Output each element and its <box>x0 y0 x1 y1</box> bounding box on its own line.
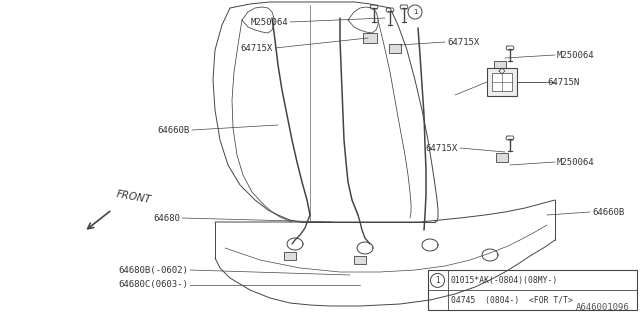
Text: 1: 1 <box>435 276 440 285</box>
Text: 64680: 64680 <box>153 213 180 222</box>
Bar <box>363 33 377 43</box>
Text: 04745  (0804-)  <FOR T/T>: 04745 (0804-) <FOR T/T> <box>451 296 572 305</box>
Bar <box>494 61 506 70</box>
Bar <box>354 256 366 264</box>
Bar <box>428 270 637 310</box>
Text: M250064: M250064 <box>250 18 288 27</box>
Text: 64660B: 64660B <box>157 125 190 134</box>
Bar <box>389 44 401 53</box>
Text: A646001096: A646001096 <box>576 303 630 312</box>
Text: 64715N: 64715N <box>547 77 579 86</box>
Text: FRONT: FRONT <box>115 189 152 206</box>
Text: M250064: M250064 <box>557 51 595 60</box>
Text: 64715X: 64715X <box>447 37 479 46</box>
Bar <box>496 153 508 162</box>
Bar <box>487 68 517 96</box>
Text: 64715X: 64715X <box>426 143 458 153</box>
Text: 64680B(-0602): 64680B(-0602) <box>118 266 188 275</box>
Bar <box>284 252 296 260</box>
Text: 1: 1 <box>413 9 417 15</box>
Text: 64680C(0603-): 64680C(0603-) <box>118 281 188 290</box>
Text: 01015*AK(-0804)(08MY-): 01015*AK(-0804)(08MY-) <box>451 276 558 285</box>
Text: 64660B: 64660B <box>592 207 624 217</box>
Text: 64715X: 64715X <box>241 44 273 52</box>
Text: M250064: M250064 <box>557 157 595 166</box>
Bar <box>492 73 512 91</box>
